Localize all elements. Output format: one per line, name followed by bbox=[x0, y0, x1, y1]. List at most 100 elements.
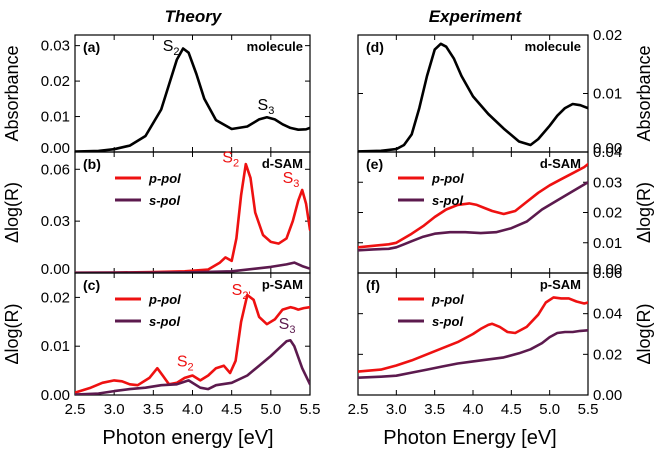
peak-annotation-subscript: 2 bbox=[188, 362, 194, 374]
experiment-x-axis-title: Photon Energy [eV] bbox=[383, 427, 556, 449]
x-tick-label: 2.5 bbox=[348, 401, 369, 418]
peak-annotation-subscript: 2 bbox=[233, 157, 239, 169]
peak-annotation: S2 bbox=[177, 354, 194, 374]
series-line-p-pol bbox=[75, 293, 310, 394]
y-tick-label: 0.02 bbox=[593, 27, 622, 44]
legend-label: p-pol bbox=[431, 171, 464, 186]
y-axis-title: Absorbance bbox=[2, 45, 22, 141]
series-line-s-pol bbox=[358, 181, 588, 252]
legend-label: s-pol bbox=[432, 314, 463, 329]
y-tick-label: 0.01 bbox=[593, 235, 622, 252]
peak-annotation-subscript: 3 bbox=[268, 105, 274, 117]
theory-x-axis-title: Photon energy [eV] bbox=[102, 427, 273, 449]
x-tick-label: 5.0 bbox=[539, 401, 560, 418]
y-tick-label: 0.06 bbox=[593, 265, 622, 282]
y-tick-label: 0.01 bbox=[593, 86, 622, 103]
y-tick-label: 0.00 bbox=[593, 140, 622, 157]
series-line-p-pol bbox=[358, 296, 588, 373]
panel-d: 0.00 0.01 0.02 Absorbance (d) molecule bbox=[357, 27, 654, 157]
y-tick-label: 0.06 bbox=[41, 161, 70, 178]
y-axis-title: Δlog(R) bbox=[634, 182, 654, 243]
x-tick-label: 3.5 bbox=[143, 401, 164, 418]
panel-tag: (b) bbox=[83, 156, 101, 172]
series-line-molecule bbox=[75, 47, 310, 152]
x-tick-label: 4.0 bbox=[463, 401, 484, 418]
y-tick-label: 0.03 bbox=[593, 174, 622, 191]
y-tick-label: 0.04 bbox=[593, 144, 622, 161]
y-tick-label: 0.00 bbox=[593, 261, 622, 278]
peak-annotation-subscript: 3 bbox=[293, 178, 299, 190]
y-tick-label: 0.02 bbox=[41, 289, 70, 306]
x-tick-label: 4.0 bbox=[182, 401, 203, 418]
peak-annotation-main: S bbox=[232, 282, 243, 299]
peak-annotation-main: S bbox=[222, 149, 233, 166]
y-tick-label: 0.00 bbox=[41, 387, 70, 404]
x-tick-label: 3.0 bbox=[104, 401, 125, 418]
legend-label: s-pol bbox=[432, 193, 463, 208]
peak-annotation-main: S bbox=[279, 316, 290, 333]
y-axis-title: Δlog(R) bbox=[2, 303, 22, 364]
y-tick-label: 0.00 bbox=[593, 387, 622, 404]
panel-corner-label: d-SAM bbox=[540, 156, 581, 171]
panel-corner-label: d-SAM bbox=[262, 156, 303, 171]
peak-annotation-subscript: 2' bbox=[242, 290, 250, 302]
panel-tag: (c) bbox=[83, 277, 100, 293]
panel-tag: (f) bbox=[366, 277, 380, 293]
series-line-p-pol bbox=[358, 162, 588, 249]
series-line-s-pol bbox=[75, 338, 310, 395]
panel-corner-label: molecule bbox=[247, 39, 303, 54]
y-axis-title: Δlog(R) bbox=[634, 303, 654, 364]
peak-annotation: S3 bbox=[279, 316, 296, 336]
panel-c: 2.5 3.0 3.5 4.0 4.5 5.0 5.5 0.00 0.01 0.02 Δlog(R)… bbox=[2, 272, 321, 418]
x-tick-label: 5.5 bbox=[578, 401, 599, 418]
legend-label: p-pol bbox=[431, 292, 464, 307]
peak-annotation-subscript: 2 bbox=[173, 46, 179, 58]
panel-corner-label: p-SAM bbox=[262, 277, 303, 292]
y-tick-label: 0.00 bbox=[41, 140, 70, 157]
y-axis-title: Δlog(R) bbox=[2, 182, 22, 243]
y-tick-label: 0.02 bbox=[593, 346, 622, 363]
panel-f: 2.5 3.0 3.5 4.0 4.5 5.0 5.50.00 0.02 0.04 0.06 Δlo… bbox=[348, 265, 654, 418]
y-tick-label: 0.03 bbox=[41, 38, 70, 55]
y-tick-label: 0.02 bbox=[593, 205, 622, 222]
experiment-column-title: Experiment bbox=[429, 7, 523, 26]
peak-annotation-subscript: 3 bbox=[289, 324, 295, 336]
legend-label: p-pol bbox=[148, 171, 181, 186]
y-tick-label: 0.01 bbox=[41, 109, 70, 126]
series-line-molecule bbox=[358, 42, 588, 152]
panel-tag: (d) bbox=[366, 39, 384, 55]
y-axis-title: Absorbance bbox=[634, 45, 654, 141]
legend-label: s-pol bbox=[149, 193, 180, 208]
legend-label: p-pol bbox=[148, 292, 181, 307]
peak-annotation: S3 bbox=[258, 97, 275, 117]
x-tick-label: 3.0 bbox=[386, 401, 407, 418]
y-tick-label: 0.01 bbox=[41, 338, 70, 355]
peak-annotation-main: S bbox=[177, 354, 188, 371]
legend-label: s-pol bbox=[149, 314, 180, 329]
x-tick-label: 4.5 bbox=[221, 401, 242, 418]
peak-annotation: S3 bbox=[283, 170, 300, 190]
y-tick-label: 0.04 bbox=[593, 306, 622, 323]
peak-annotation-main: S bbox=[283, 170, 294, 187]
panel-e: 0.00 0.01 0.02 0.03 0.04 Δlog(R) (e) d-SAM p-pol… bbox=[357, 144, 654, 278]
x-tick-label: 3.5 bbox=[424, 401, 445, 418]
y-tick-label: 0.03 bbox=[41, 213, 70, 230]
x-tick-label: 5.5 bbox=[300, 401, 321, 418]
y-tick-label: 0.00 bbox=[41, 261, 70, 278]
panel-corner-label: p-SAM bbox=[540, 277, 581, 292]
peak-annotation: S2' bbox=[232, 282, 251, 302]
x-tick-label: 4.5 bbox=[501, 401, 522, 418]
series-line-p-pol bbox=[75, 162, 310, 273]
panel-tag: (e) bbox=[366, 156, 383, 172]
peak-annotation-main: S bbox=[258, 97, 269, 114]
peak-annotation: S2 bbox=[222, 149, 239, 169]
theory-column-title: Theory bbox=[165, 7, 223, 26]
series-line-s-pol bbox=[358, 328, 588, 380]
peak-annotation-main: S bbox=[163, 38, 174, 55]
peak-annotation: S2 bbox=[163, 38, 180, 58]
y-tick-label: 0.02 bbox=[41, 73, 70, 90]
